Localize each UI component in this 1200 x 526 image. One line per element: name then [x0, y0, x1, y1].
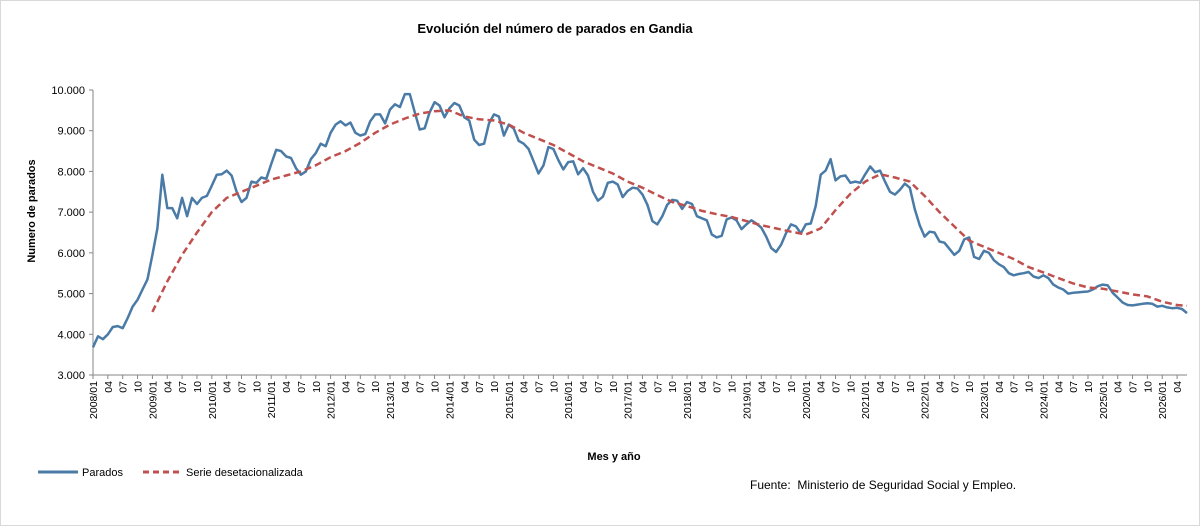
x-tick-label: 04: [756, 381, 768, 393]
y-tick-label: 4.000: [57, 329, 85, 341]
x-tick-label: 2010/01: [207, 381, 219, 419]
legend-label-serie-desetacionalizada: Serie desetacionalizada: [186, 467, 304, 479]
x-tick-label: 2022/01: [920, 381, 932, 419]
x-tick-label: 10: [311, 381, 323, 393]
x-tick-label: 10: [964, 381, 976, 393]
y-axis-title: Numero de parados: [26, 159, 38, 262]
series-line-serie-desetacionalizada: [151, 109, 1188, 313]
x-tick-label: 04: [281, 381, 293, 393]
x-tick-label: 2013/01: [385, 381, 397, 419]
x-tick-label: 10: [430, 381, 442, 393]
x-tick-label: 04: [162, 381, 174, 393]
x-tick-label: 10: [845, 381, 857, 393]
x-tick-label: 07: [355, 381, 367, 393]
x-tick-label: 10: [727, 381, 739, 393]
x-tick-label: 04: [459, 381, 471, 393]
x-tick-label: 07: [237, 381, 249, 393]
x-tick-label: 2019/01: [741, 381, 753, 419]
x-tick-label: 04: [816, 381, 828, 393]
x-tick-label: 07: [118, 381, 130, 393]
x-tick-label: 2011/01: [266, 381, 278, 418]
x-tick-label: 07: [771, 381, 783, 393]
x-tick-label: 07: [1128, 381, 1140, 393]
y-tick-label: 5.000: [57, 289, 85, 301]
y-tick-label: 9.000: [57, 126, 85, 138]
x-tick-label: 07: [652, 381, 664, 393]
y-tick-label: 10.000: [51, 85, 85, 97]
x-tick-label: 2023/01: [979, 381, 991, 419]
x-tick-label: 07: [890, 381, 902, 393]
x-tick-label: 2016/01: [563, 381, 575, 419]
y-tick-label: 7.000: [57, 207, 85, 219]
chart-title: Evolución del número de parados en Gandi…: [417, 21, 693, 36]
x-tick-label: 07: [712, 381, 724, 393]
legend-label-parados: Parados: [82, 467, 123, 479]
legend: Parados Serie desetacionalizada: [38, 467, 304, 479]
x-tick-label: 2012/01: [326, 381, 338, 419]
x-tick-label: 04: [697, 381, 709, 393]
x-tick-label: 04: [222, 381, 234, 393]
x-tick-label: 07: [177, 381, 189, 393]
y-tick-label: 8.000: [57, 166, 85, 178]
x-tick-label: 04: [340, 381, 352, 393]
x-tick-label: 10: [251, 381, 263, 393]
x-tick-label: 04: [994, 381, 1006, 393]
x-tick-label: 10: [905, 381, 917, 393]
x-tick-label: 10: [667, 381, 679, 393]
x-tick-label: 04: [1113, 381, 1125, 393]
x-tick-label: 10: [1142, 381, 1154, 393]
x-tick-label: 2025/01: [1098, 381, 1110, 419]
x-tick-label: 04: [1172, 381, 1184, 393]
x-tick-label: 2009/01: [147, 381, 159, 419]
x-tick-label: 04: [637, 381, 649, 393]
x-tick-label: 10: [1083, 381, 1095, 393]
x-tick-label: 10: [786, 381, 798, 393]
x-tick-label: 10: [548, 381, 560, 393]
y-tick-label: 3.000: [57, 370, 85, 382]
x-tick-label: 10: [370, 381, 382, 393]
x-tick-label: 10: [1024, 381, 1036, 393]
x-tick-label: 2017/01: [623, 381, 635, 419]
y-axis: 10.000 9.000 8.000 7.000 6.000 5.000 4.000 3.00…: [51, 85, 94, 382]
x-tick-label: 07: [831, 381, 843, 393]
x-axis: 2008/01 04 07 10 2009/01 04 07 10 2010/01 04 07 10 2…: [88, 374, 1187, 419]
x-tick-label: 04: [875, 381, 887, 393]
x-tick-label: 2008/01: [88, 381, 100, 419]
x-tick-label: 07: [1068, 381, 1080, 393]
x-tick-label: 07: [474, 381, 486, 393]
x-tick-label: 2020/01: [801, 381, 813, 419]
x-tick-label: 04: [519, 381, 531, 393]
x-tick-label: 04: [934, 381, 946, 393]
x-tick-label: 2026/01: [1157, 381, 1169, 419]
series-layer: [91, 92, 1188, 348]
x-tick-label: 2015/01: [504, 381, 516, 419]
series-line-parados: [91, 92, 1188, 348]
x-tick-label: 2021/01: [860, 381, 872, 419]
x-tick-label: 07: [415, 381, 427, 393]
x-tick-label: 2014/01: [444, 381, 456, 419]
x-tick-label: 10: [192, 381, 204, 393]
x-tick-label: 10: [133, 381, 145, 393]
x-tick-label: 07: [1009, 381, 1021, 393]
x-tick-label: 04: [103, 381, 115, 393]
x-tick-label: 07: [534, 381, 546, 393]
x-tick-label: 10: [489, 381, 501, 393]
source-note: Fuente: Ministerio de Seguridad Social y…: [750, 478, 1016, 492]
x-tick-label: 2018/01: [682, 381, 694, 419]
x-tick-label: 07: [593, 381, 605, 393]
x-tick-label: 04: [400, 381, 412, 393]
x-tick-label: 04: [578, 381, 590, 393]
x-tick-label: 07: [296, 381, 308, 393]
x-tick-label: 10: [608, 381, 620, 393]
x-tick-label: 2024/01: [1038, 381, 1050, 419]
x-tick-label: 07: [949, 381, 961, 393]
x-axis-title: Mes y año: [587, 451, 640, 463]
x-tick-label: 04: [1053, 381, 1065, 393]
y-tick-label: 6.000: [57, 248, 85, 260]
